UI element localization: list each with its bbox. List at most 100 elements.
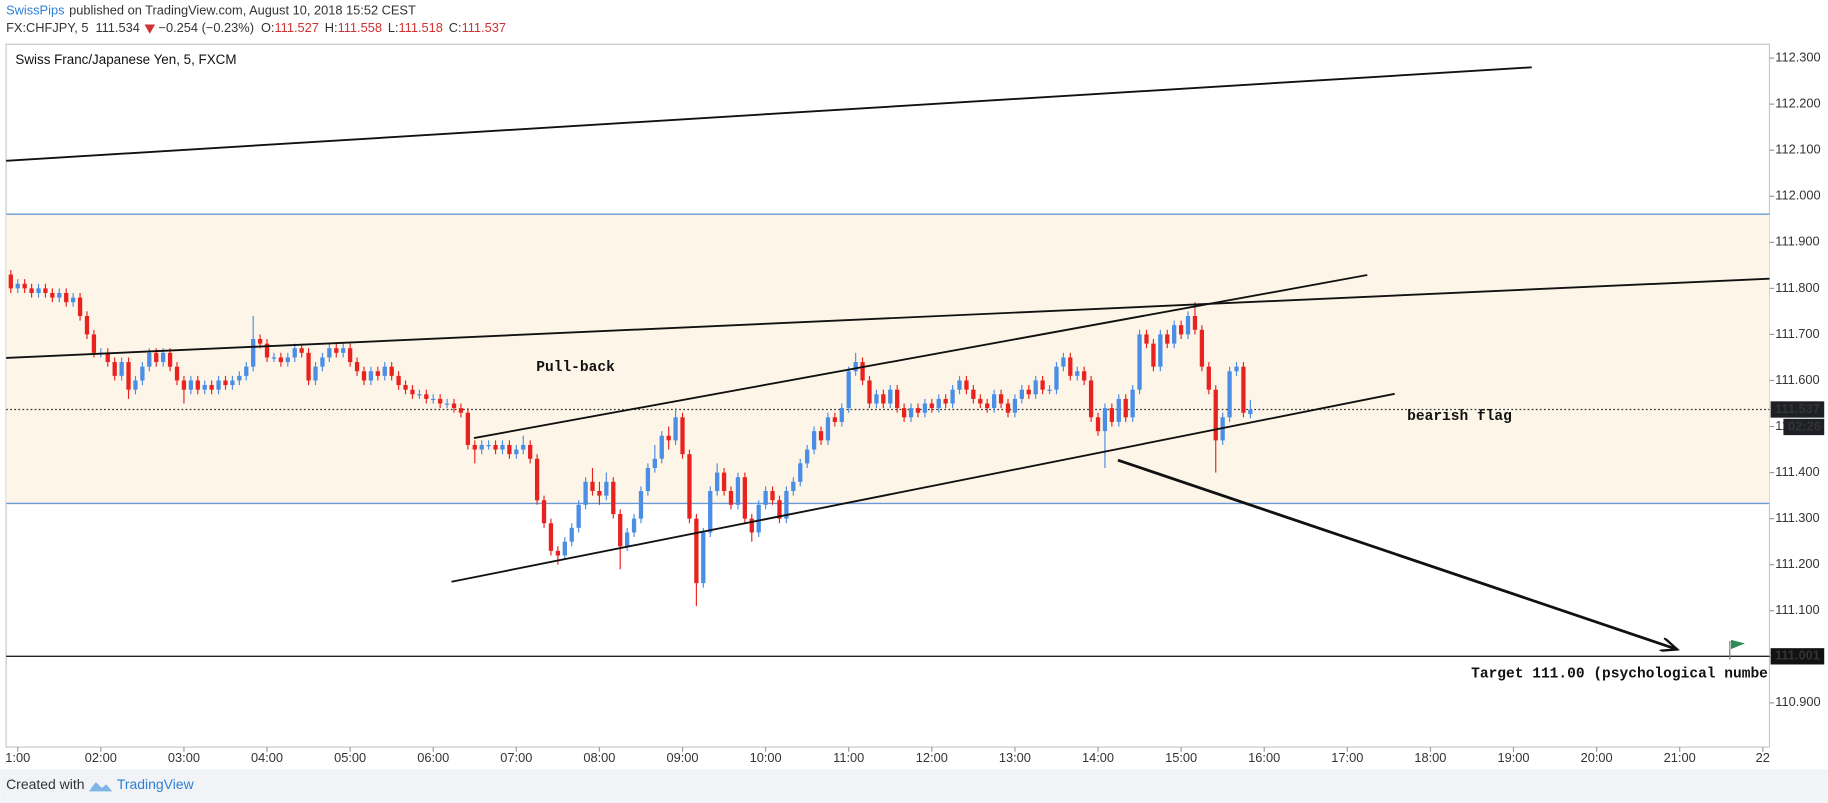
candle-body [590, 481, 595, 492]
y-tick-label: 111.100 [1775, 602, 1819, 617]
candle-body [929, 403, 934, 409]
candle-body [749, 518, 754, 533]
candle-body [1040, 380, 1045, 390]
candle-body [264, 343, 270, 358]
candle-body [479, 444, 484, 450]
candle-body [895, 389, 900, 409]
candle-body [1227, 371, 1232, 418]
x-tick-label: 04:00 [251, 750, 283, 765]
candle-body [1082, 371, 1087, 381]
candle-body [1165, 334, 1170, 344]
candle-body [1234, 366, 1239, 372]
candle-body [251, 339, 256, 367]
candle-body [1151, 343, 1156, 367]
candle-body [458, 408, 464, 413]
candle-body [188, 380, 194, 390]
candle-body [721, 472, 727, 492]
candle-body [770, 491, 775, 501]
candle-body [583, 481, 588, 505]
candle-body [1088, 380, 1094, 418]
x-tick-label: 09:00 [666, 750, 698, 765]
y-tick-label: 111.900 [1775, 234, 1819, 249]
candle-body [645, 467, 651, 492]
candle-body [486, 444, 491, 447]
symbol: FX:CHFJPY, 5 [6, 21, 88, 36]
candle-body [50, 292, 55, 298]
candle-body [403, 385, 408, 390]
candle-body [361, 371, 367, 381]
candle-body [1123, 398, 1128, 418]
candle-body [597, 491, 602, 496]
candle-body [327, 348, 332, 358]
o-label: O: [261, 21, 275, 36]
x-tick-label: 20:00 [1581, 750, 1613, 765]
candle-body [853, 362, 858, 372]
candle-body [223, 380, 228, 386]
target-arrow [1117, 458, 1677, 649]
y-tick-label: 111.200 [1775, 556, 1819, 571]
candle-body [998, 394, 1004, 404]
candle-body [638, 491, 644, 519]
candle-body [694, 518, 699, 584]
candle-body [347, 348, 353, 363]
candle-body [1075, 371, 1080, 376]
candle-body [687, 454, 692, 519]
footer-brand[interactable]: TradingView [117, 776, 195, 792]
candle-body [181, 380, 187, 390]
candle-body [922, 403, 928, 413]
candle-body [1192, 316, 1198, 330]
candle-body [521, 444, 526, 450]
candle-body [576, 504, 581, 528]
candle-body [874, 394, 879, 404]
o-value: 111.527 [275, 21, 319, 36]
candle-body [119, 362, 124, 376]
y-tick-label: 111.800 [1775, 280, 1819, 295]
candle-body [673, 417, 678, 441]
candle-body [569, 527, 574, 542]
x-tick-label: 22 [1756, 750, 1770, 765]
candle-body [451, 403, 457, 409]
candle-body [1095, 417, 1101, 432]
candle-body [237, 375, 242, 381]
x-tick-label: 18:00 [1414, 750, 1446, 765]
candle-body [278, 357, 284, 363]
candle-body [1005, 403, 1011, 413]
candle-body [735, 477, 741, 505]
x-tick-label: 03:00 [168, 750, 200, 765]
x-tick-label: 14:00 [1082, 750, 1114, 765]
candle-body [832, 417, 838, 422]
candle-body [43, 288, 48, 293]
candle-body [631, 518, 637, 533]
candle-body [417, 394, 422, 396]
trend-line [451, 392, 1395, 583]
candle-body [15, 283, 20, 289]
candle-body [354, 362, 360, 372]
y-tick-label: 111.400 [1775, 464, 1819, 479]
candle-body [133, 380, 138, 390]
x-tick-label: 21:00 [1664, 750, 1696, 765]
countdown-box [1783, 418, 1825, 436]
candle-body [756, 504, 761, 533]
axes: 110.900111.000111.100111.200111.300111.4… [5, 49, 1825, 765]
candle-body [306, 352, 311, 381]
candle-body [1185, 316, 1191, 335]
candle-body [472, 444, 477, 450]
candle-body [126, 362, 131, 390]
candle-body [881, 394, 886, 404]
candle-body [514, 449, 519, 455]
candle-body [167, 352, 173, 367]
header-line: SwissPips published on TradingView.com, A… [6, 3, 416, 18]
y-tick-label: 112.300 [1775, 49, 1820, 64]
candle-body [299, 348, 304, 353]
candle-body [659, 435, 664, 459]
candle-body [320, 357, 325, 367]
candle-body [541, 500, 547, 524]
candle-body [507, 444, 512, 455]
candle-body [1047, 389, 1052, 391]
candle-body [950, 389, 955, 404]
candle-body [1144, 334, 1149, 344]
x-tick-label: 17:00 [1331, 750, 1363, 765]
h-label: H: [325, 21, 338, 36]
candle-body [798, 463, 803, 482]
last-price: 111.534 [95, 21, 139, 36]
